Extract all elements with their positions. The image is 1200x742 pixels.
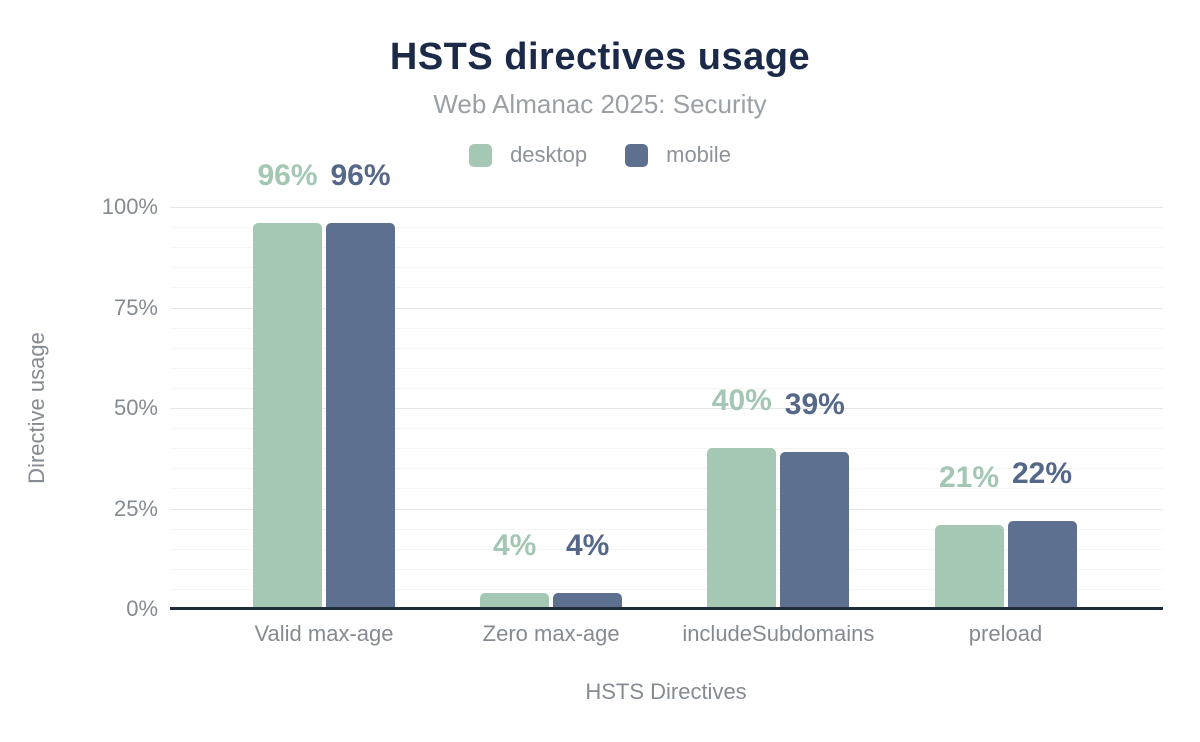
x-tick-label: Valid max-age	[254, 621, 394, 646]
bar-value-label-desktop-includesubdomains: 40%	[711, 384, 772, 418]
bar-mobile-preload[interactable]	[1007, 520, 1077, 609]
chart-title: HSTS directives usage	[389, 36, 811, 78]
x-tick-label: Zero max-age	[482, 621, 620, 646]
minor-gridline	[170, 528, 1163, 530]
minor-gridline	[170, 588, 1163, 590]
bar-desktop-valid-max-age[interactable]	[253, 223, 322, 609]
chart-subtitle: Web Almanac 2025: Security	[433, 89, 767, 119]
bar-value-label-desktop-valid-max-age: 96%	[257, 159, 318, 193]
y-tick-label: 50%	[113, 395, 158, 420]
bar-value-label-desktop-zero-max-age: 4%	[492, 528, 537, 562]
y-tick-label: 75%	[113, 294, 158, 320]
minor-gridline	[170, 327, 1163, 329]
bar-value-label-mobile-preload: 22%	[1011, 456, 1073, 490]
bar-mobile-valid-max-age[interactable]	[326, 223, 395, 609]
x-axis-title: HSTS Directives	[585, 679, 747, 704]
bar-value-label-desktop-preload: 21%	[938, 460, 1000, 494]
bar-desktop-zero-max-age[interactable]	[480, 592, 550, 609]
minor-gridline	[170, 347, 1163, 349]
minor-gridline	[170, 267, 1163, 269]
legend-swatch-mobile	[625, 143, 649, 167]
major-gridline	[170, 508, 1163, 510]
bar-desktop-includesubdomains[interactable]	[707, 448, 777, 609]
bar-desktop-preload[interactable]	[934, 524, 1004, 609]
y-tick-label: 25%	[113, 495, 158, 521]
plot-area: 0% 25% 50% 75% 100% Valid max-age 96% 96% Zero m…	[102, 161, 1163, 646]
minor-gridline	[170, 367, 1163, 369]
minor-gridline	[170, 247, 1163, 249]
x-tick-label: preload	[968, 621, 1043, 646]
legend-swatch-desktop	[469, 143, 493, 167]
minor-gridline	[170, 448, 1163, 450]
legend-label-desktop: desktop	[510, 142, 588, 167]
bar-mobile-zero-max-age[interactable]	[553, 592, 623, 609]
minor-gridline	[170, 488, 1163, 490]
legend-label-mobile: mobile	[666, 142, 731, 167]
minor-gridline	[170, 287, 1163, 289]
major-gridline	[170, 207, 1163, 208]
major-gridline	[170, 307, 1163, 309]
bar-value-label-mobile-zero-max-age: 4%	[565, 528, 610, 562]
bar-value-label-mobile-valid-max-age: 96%	[330, 159, 391, 193]
bar-value-label-mobile-includesubdomains: 39%	[784, 388, 845, 422]
x-axis-line	[170, 607, 1163, 610]
minor-gridline	[170, 468, 1163, 470]
legend-item-mobile[interactable]: mobile	[625, 142, 731, 168]
legend-item-desktop[interactable]: desktop	[469, 142, 587, 168]
minor-gridline	[170, 548, 1163, 550]
bar-mobile-includesubdomains[interactable]	[780, 452, 850, 609]
legend: desktop mobile	[0, 142, 1200, 168]
minor-gridline	[170, 227, 1163, 229]
y-tick-label: 100%	[101, 194, 158, 219]
minor-gridline	[170, 428, 1163, 430]
minor-gridline	[170, 568, 1163, 570]
minor-gridline	[170, 387, 1163, 389]
major-gridline	[170, 408, 1163, 409]
y-axis-title: Directive usage	[24, 332, 49, 484]
x-tick-label: includeSubdomains	[682, 621, 875, 646]
y-tick-label: 0%	[126, 596, 158, 621]
